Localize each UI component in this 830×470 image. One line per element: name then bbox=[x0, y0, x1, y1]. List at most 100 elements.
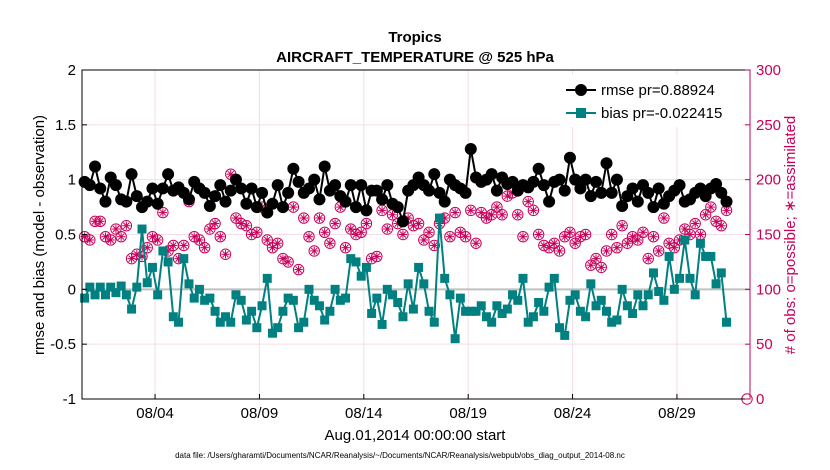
asterisk-stroke bbox=[514, 211, 522, 219]
bias-point bbox=[607, 317, 617, 327]
asterisk-stroke bbox=[216, 233, 224, 241]
bias-point bbox=[309, 295, 319, 305]
asterisk-stroke bbox=[425, 228, 433, 236]
y-axis-left-label: rmse and bias (model - observation) bbox=[31, 115, 48, 355]
rmse-point bbox=[595, 186, 608, 199]
obs-assimilated-point bbox=[190, 232, 199, 241]
obs-possible-point bbox=[272, 237, 284, 249]
x-tick-label: 08/14 bbox=[345, 405, 383, 422]
rmse-point bbox=[313, 193, 326, 206]
bias-point bbox=[497, 308, 507, 318]
bias-point bbox=[549, 273, 559, 283]
asterisk-stroke bbox=[723, 207, 730, 214]
bias-point bbox=[314, 301, 324, 311]
bias-point bbox=[581, 312, 591, 322]
asterisk-stroke bbox=[462, 233, 469, 241]
obs-assimilated-point bbox=[445, 232, 455, 241]
asterisk-stroke bbox=[201, 244, 208, 252]
obs-assimilated-point bbox=[398, 230, 408, 239]
rmse-point bbox=[464, 142, 477, 155]
asterisk-stroke bbox=[477, 209, 485, 216]
obs-possible-point bbox=[120, 220, 133, 232]
obs-possible-point bbox=[689, 217, 701, 230]
bias-point bbox=[372, 293, 382, 303]
rmse-point bbox=[626, 182, 639, 195]
obs-assimilated-point bbox=[497, 210, 507, 219]
obs-possible-point bbox=[522, 195, 534, 208]
rmse-point bbox=[574, 182, 587, 195]
x-tick-label: 08/29 bbox=[658, 405, 696, 422]
asterisk-stroke bbox=[717, 222, 725, 230]
asterisk-stroke bbox=[587, 261, 595, 269]
bias-point bbox=[570, 290, 580, 300]
bias-point bbox=[142, 278, 152, 288]
obs-possible-point bbox=[512, 209, 524, 221]
obs-assimilated-point bbox=[85, 235, 95, 245]
bias-point bbox=[361, 262, 371, 272]
asterisk-stroke bbox=[650, 233, 657, 241]
rmse-point bbox=[532, 162, 545, 175]
obs-assimilated-point bbox=[670, 243, 679, 252]
obs-assimilated-point bbox=[717, 221, 726, 230]
asterisk-stroke bbox=[159, 209, 167, 216]
obs-possible-point bbox=[423, 226, 435, 239]
obs-assimilated-point bbox=[633, 235, 642, 245]
obs-assimilated-point bbox=[711, 217, 721, 226]
obs-assimilated-point bbox=[216, 232, 225, 241]
bias-point bbox=[481, 312, 491, 322]
obs-assimilated-point bbox=[555, 246, 564, 256]
rmse-point bbox=[423, 184, 436, 197]
bias-point bbox=[711, 279, 721, 289]
bias-point bbox=[701, 251, 711, 261]
rmse-point bbox=[563, 151, 576, 164]
asterisk-stroke bbox=[608, 231, 616, 238]
obs-possible-point bbox=[381, 223, 393, 235]
asterisk-stroke bbox=[154, 236, 162, 244]
rmse-point bbox=[329, 179, 342, 192]
rmse-point bbox=[610, 173, 623, 186]
rmse-point bbox=[396, 215, 409, 228]
obs-assimilated-point bbox=[628, 232, 637, 241]
obs-possible-point bbox=[329, 217, 341, 230]
asterisk-stroke bbox=[263, 236, 271, 244]
bias-point bbox=[189, 293, 199, 303]
rmse-point bbox=[120, 195, 133, 208]
rmse-point bbox=[579, 173, 592, 186]
bias-point bbox=[320, 315, 330, 325]
asterisk-stroke bbox=[691, 220, 699, 227]
bias-point bbox=[377, 319, 387, 329]
obs-assimilated-point bbox=[242, 221, 251, 230]
asterisk-stroke bbox=[571, 239, 579, 247]
rmse-point bbox=[381, 179, 394, 192]
rmse-point bbox=[240, 197, 253, 210]
asterisk-stroke bbox=[206, 225, 214, 233]
obs-assimilated-point bbox=[96, 217, 105, 226]
obs-assimilated-point bbox=[617, 221, 627, 230]
bias-point bbox=[147, 262, 157, 272]
obs-possible-point bbox=[449, 206, 461, 219]
obs-assimilated-point bbox=[664, 239, 674, 248]
rmse-point bbox=[370, 184, 383, 197]
obs-assimilated-point bbox=[362, 219, 371, 228]
asterisk-stroke bbox=[618, 222, 626, 230]
rmse-point bbox=[553, 173, 566, 186]
bias-point bbox=[356, 271, 366, 281]
bias-point bbox=[205, 293, 215, 303]
x-tick-label: 08/09 bbox=[241, 405, 279, 422]
y-right-tick-label: 200 bbox=[756, 172, 781, 189]
asterisk-stroke bbox=[629, 233, 636, 241]
rmse-point bbox=[141, 195, 154, 208]
y-left-tick-label: 0 bbox=[68, 281, 76, 298]
rmse-point bbox=[266, 197, 279, 210]
asterisk-stroke bbox=[331, 220, 339, 227]
obs-assimilated-point bbox=[430, 241, 439, 250]
asterisk-stroke bbox=[681, 225, 689, 233]
asterisk-stroke bbox=[535, 231, 542, 238]
asterisk-stroke bbox=[639, 228, 647, 236]
obs-assimilated-point bbox=[200, 243, 209, 252]
rmse-point bbox=[261, 206, 274, 219]
bias-point bbox=[403, 279, 413, 289]
legend-bias-label: bias pr=-0.022415 bbox=[601, 105, 722, 122]
rmse-point bbox=[600, 157, 613, 170]
obs-assimilated-point bbox=[471, 239, 481, 248]
